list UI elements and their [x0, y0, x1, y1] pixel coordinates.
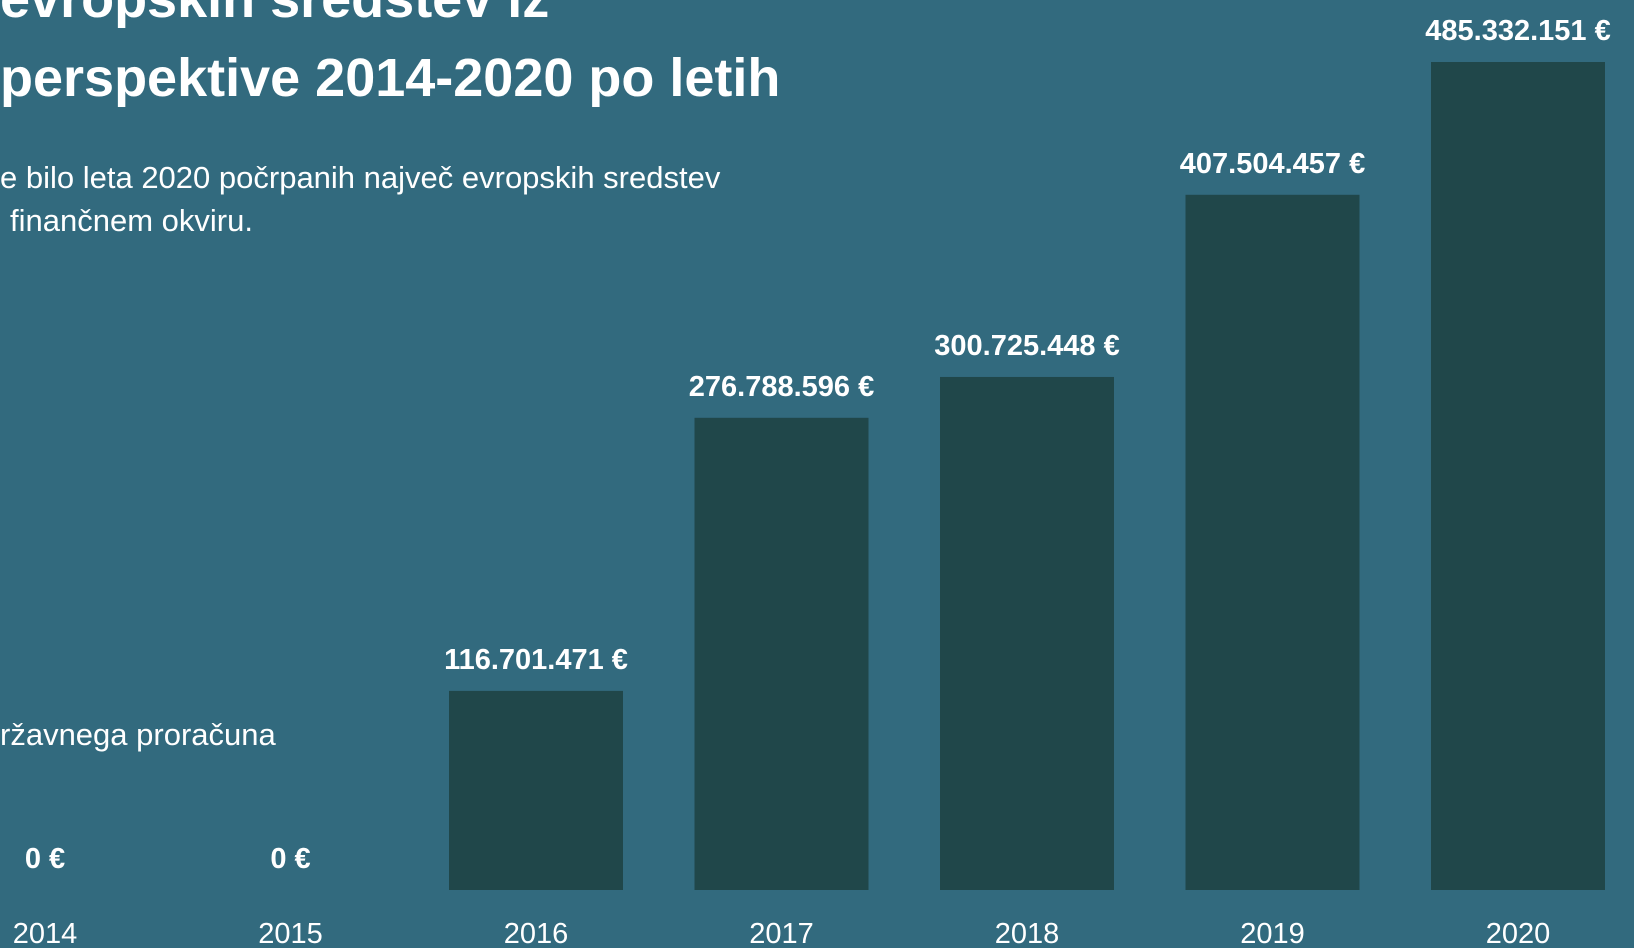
x-tick-label: 2018 — [995, 918, 1060, 948]
value-label: 0 € — [25, 843, 65, 875]
x-tick-label: 2014 — [13, 918, 78, 948]
bar — [449, 690, 623, 890]
x-tick-label: 2015 — [258, 918, 323, 948]
subtitle-line: finančnem okviru. — [10, 203, 253, 238]
bar — [1431, 62, 1605, 890]
bar — [694, 417, 869, 890]
value-label: 485.332.151 € — [1425, 15, 1610, 47]
value-label: 276.788.596 € — [689, 371, 874, 403]
value-label: 300.725.448 € — [934, 330, 1119, 362]
value-label: 116.701.471 € — [444, 644, 628, 676]
value-label: 0 € — [270, 843, 310, 875]
bar — [940, 376, 1114, 890]
x-tick-label: 2020 — [1486, 918, 1551, 948]
x-tick-label: 2017 — [749, 918, 814, 948]
value-label: 407.504.457 € — [1180, 148, 1365, 180]
chart-title-line: evropskih sredstev iz — [0, 0, 549, 29]
subtitle-line: e bilo leta 2020 počrpanih največ evrops… — [0, 160, 721, 195]
x-tick-label: 2019 — [1240, 918, 1305, 948]
x-tick-label: 2016 — [504, 918, 569, 948]
bar — [1185, 194, 1360, 891]
note: ržavnega proračuna — [0, 717, 276, 752]
chart-title-line: perspektive 2014-2020 po letih — [0, 48, 780, 108]
